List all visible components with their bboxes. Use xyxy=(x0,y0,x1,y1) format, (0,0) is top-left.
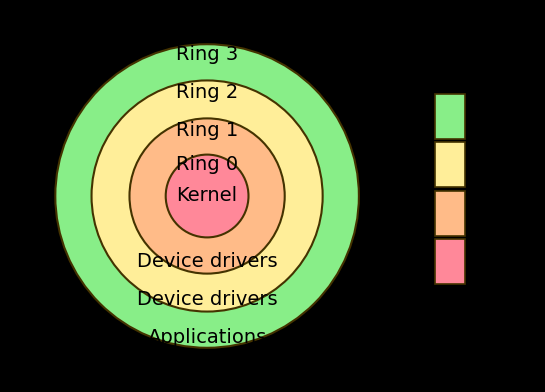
Text: Device drivers: Device drivers xyxy=(137,252,277,271)
FancyBboxPatch shape xyxy=(434,142,464,187)
Text: Ring 1: Ring 1 xyxy=(176,121,238,140)
Circle shape xyxy=(92,80,323,312)
Text: Ring 3: Ring 3 xyxy=(176,45,238,64)
Text: Ring 2: Ring 2 xyxy=(176,83,238,102)
Circle shape xyxy=(56,44,359,348)
FancyBboxPatch shape xyxy=(434,94,464,139)
Text: Device drivers: Device drivers xyxy=(137,290,277,309)
Text: Kernel: Kernel xyxy=(177,187,238,205)
Circle shape xyxy=(130,118,284,274)
Circle shape xyxy=(166,154,249,238)
Text: Applications: Applications xyxy=(148,328,267,347)
FancyBboxPatch shape xyxy=(434,239,464,284)
Text: Ring 0: Ring 0 xyxy=(176,156,238,174)
FancyBboxPatch shape xyxy=(434,191,464,236)
